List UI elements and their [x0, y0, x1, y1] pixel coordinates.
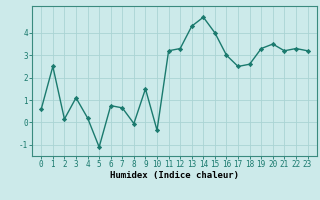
X-axis label: Humidex (Indice chaleur): Humidex (Indice chaleur) [110, 171, 239, 180]
